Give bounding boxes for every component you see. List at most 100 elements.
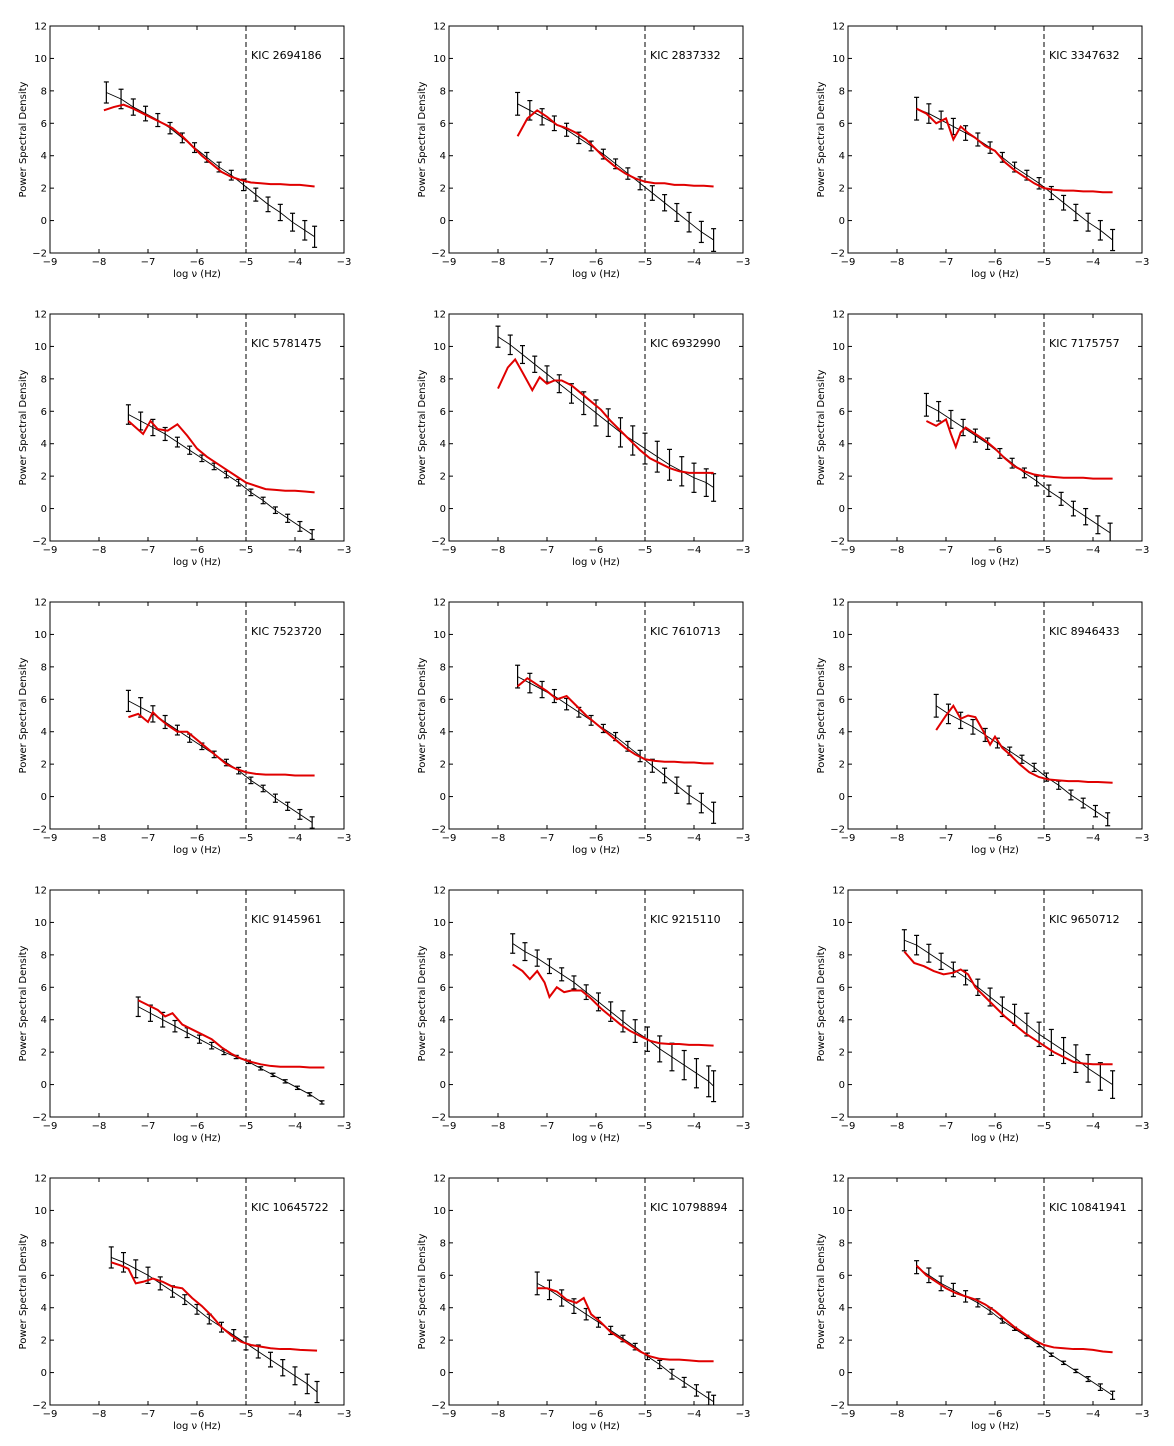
y-tick-label: 8 <box>41 86 47 97</box>
panel-title: KIC 6932990 <box>650 337 721 350</box>
y-axis-label: Power Spectral Density <box>18 81 29 197</box>
y-tick-label: 4 <box>440 1015 446 1026</box>
x-tick-label: −3 <box>1135 833 1150 844</box>
x-tick-label: −9 <box>841 833 856 844</box>
chart-panel: −9 −8 −7 −6 −5 −4 −3 −2 0 2 4 6 8 10 12 log ν (Hz) Power… <box>18 886 351 1145</box>
observed-series-line <box>137 1006 323 1103</box>
y-tick-label: 4 <box>41 151 47 162</box>
y-tick-label: 12 <box>34 886 47 897</box>
y-tick-label: 10 <box>433 54 446 65</box>
observed-series-line <box>106 92 315 238</box>
y-tick-label: 2 <box>41 760 47 771</box>
x-tick-label: −3 <box>1135 1409 1150 1420</box>
x-tick-label: −6 <box>589 1409 604 1420</box>
y-axis-label: Power Spectral Density <box>417 945 428 1061</box>
chart-panel: −9 −8 −7 −6 −5 −4 −3 −2 0 2 4 6 8 10 12 log ν (Hz) Power… <box>417 310 751 569</box>
y-tick-label: 2 <box>839 760 845 771</box>
y-tick-label: −2 <box>830 1113 845 1124</box>
x-tick-label: −7 <box>939 545 954 556</box>
x-tick-label: −7 <box>939 833 954 844</box>
x-tick-label: −3 <box>1135 545 1150 556</box>
panel-title: KIC 7523720 <box>251 625 322 638</box>
y-axis-label: Power Spectral Density <box>417 81 428 197</box>
y-tick-label: 8 <box>839 950 845 961</box>
x-axis-label: log ν (Hz) <box>173 845 221 856</box>
model-series-line <box>925 417 1113 480</box>
y-tick-label: 6 <box>41 983 47 994</box>
x-tick-label: −7 <box>540 1121 555 1132</box>
chart-panel: −9 −8 −7 −6 −5 −4 −3 −2 0 2 4 6 8 10 12 log ν (Hz) Power… <box>816 22 1149 281</box>
y-tick-label: 8 <box>440 86 446 97</box>
y-tick-label: 2 <box>440 184 446 195</box>
x-tick-label: −9 <box>43 257 58 268</box>
plot-frame <box>847 601 1143 830</box>
x-tick-label: −9 <box>841 257 856 268</box>
y-tick-label: 6 <box>839 407 845 418</box>
chart-panel: −9 −8 −7 −6 −5 −4 −3 −2 0 2 4 6 8 10 12 log ν (Hz) Power… <box>417 598 750 857</box>
x-tick-label: −8 <box>491 545 506 556</box>
x-tick-label: −8 <box>890 1409 905 1420</box>
model-series-line <box>903 950 1113 1066</box>
x-axis-label: log ν (Hz) <box>572 557 620 568</box>
model-series-line <box>103 103 315 188</box>
x-tick-label: −7 <box>141 1409 156 1420</box>
y-tick-label: 0 <box>440 792 446 803</box>
y-tick-label: 8 <box>839 662 845 673</box>
x-tick-label: −4 <box>1086 1121 1101 1132</box>
x-tick-label: −9 <box>841 1121 856 1132</box>
y-tick-label: 0 <box>41 504 47 515</box>
y-tick-label: −2 <box>830 537 845 548</box>
plot-area <box>125 689 315 829</box>
y-tick-label: 12 <box>433 1174 446 1185</box>
x-tick-label: −5 <box>1037 545 1052 556</box>
x-tick-label: −6 <box>589 257 604 268</box>
panel-title: KIC 10841941 <box>1049 1201 1127 1214</box>
x-tick-label: −9 <box>43 545 58 556</box>
plot-frame <box>49 601 345 830</box>
y-tick-label: −2 <box>32 825 47 836</box>
y-tick-label: 4 <box>41 1303 47 1314</box>
x-tick-label: −9 <box>442 257 457 268</box>
y-tick-label: −2 <box>830 249 845 260</box>
observed-series-line <box>128 414 313 535</box>
x-tick-label: −7 <box>939 1121 954 1132</box>
y-tick-label: 10 <box>433 918 446 929</box>
y-tick-label: 12 <box>433 598 446 609</box>
plot-frame <box>49 313 345 542</box>
y-tick-label: 6 <box>41 407 47 418</box>
x-tick-label: −6 <box>190 1121 205 1132</box>
y-tick-label: 6 <box>839 695 845 706</box>
y-tick-label: 2 <box>440 760 446 771</box>
x-tick-label: −6 <box>589 1121 604 1132</box>
x-tick-label: −7 <box>540 833 555 844</box>
x-axis-label: log ν (Hz) <box>971 1133 1019 1144</box>
y-tick-label: 4 <box>440 1303 446 1314</box>
plot-frame <box>448 889 744 1118</box>
x-tick-label: −9 <box>442 1409 457 1420</box>
x-tick-label: −6 <box>988 833 1003 844</box>
model-series-line <box>516 676 714 765</box>
plot-frame <box>847 889 1143 1118</box>
x-tick-label: −3 <box>736 545 751 556</box>
x-tick-label: −7 <box>141 1121 156 1132</box>
x-tick-label: −5 <box>1037 833 1052 844</box>
y-tick-label: 6 <box>440 695 446 706</box>
x-tick-label: −4 <box>1086 1409 1101 1420</box>
y-tick-label: 10 <box>832 918 845 929</box>
x-tick-label: −8 <box>92 545 107 556</box>
observed-series-line <box>128 700 313 823</box>
y-tick-label: 4 <box>41 727 47 738</box>
y-axis-label: Power Spectral Density <box>816 657 827 773</box>
x-tick-label: −5 <box>1037 257 1052 268</box>
x-tick-label: −5 <box>1037 1121 1052 1132</box>
x-tick-label: −9 <box>442 545 457 556</box>
y-axis-label: Power Spectral Density <box>816 369 827 485</box>
y-tick-label: 8 <box>839 374 845 385</box>
x-tick-label: −7 <box>141 545 156 556</box>
x-tick-label: −3 <box>337 1409 352 1420</box>
x-tick-label: −8 <box>92 257 107 268</box>
panel-title: KIC 7610713 <box>650 625 721 638</box>
panel-title: KIC 9650712 <box>1049 913 1120 926</box>
y-tick-label: 10 <box>433 630 446 641</box>
observed-series-line <box>916 1266 1113 1396</box>
